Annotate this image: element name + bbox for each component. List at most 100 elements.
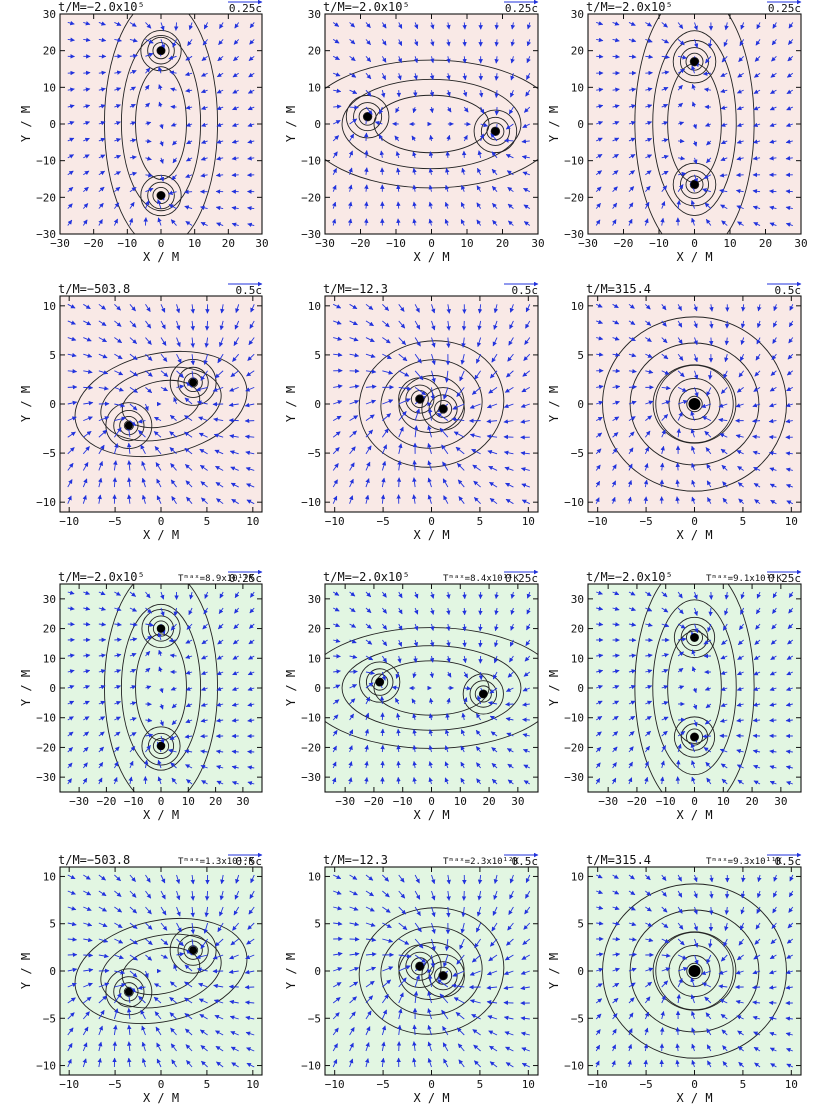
velocity-arrow — [446, 106, 452, 113]
x-tick-label: 10 — [522, 515, 535, 528]
y-tick-label: −30 — [301, 228, 321, 241]
velocity-arrow — [114, 386, 124, 392]
velocity-arrow — [203, 22, 209, 30]
velocity-arrow — [156, 478, 162, 488]
velocity-arrow — [477, 167, 482, 175]
y-tick-label: 10 — [571, 300, 584, 313]
velocity-arrow — [478, 671, 484, 681]
velocity-arrow — [785, 122, 793, 128]
velocity-arrow — [172, 157, 178, 164]
velocity-arrow — [157, 217, 162, 226]
time-label: t/M=−2.0x10⁵ — [58, 0, 145, 14]
velocity-arrow — [83, 320, 92, 326]
bh-contour — [169, 358, 217, 406]
velocity-arrow — [201, 55, 208, 62]
velocity-arrow — [412, 218, 417, 226]
y-tick-label: 20 — [308, 45, 321, 58]
velocity-arrow — [145, 370, 153, 377]
y-tick-label: 30 — [43, 8, 56, 21]
x-tick-label: 0 — [691, 1078, 698, 1091]
velocity-arrow — [98, 202, 104, 209]
velocity-arrow — [349, 39, 356, 45]
velocity-arrow — [129, 201, 135, 209]
velocity-arrow — [661, 170, 669, 176]
velocity-arrow — [219, 22, 224, 29]
velocity-arrow — [771, 55, 777, 62]
velocity-arrow — [83, 186, 89, 193]
black-hole — [189, 378, 198, 387]
y-tick-label: −10 — [301, 712, 321, 725]
velocity-arrow — [171, 495, 177, 504]
velocity-arrow — [510, 22, 516, 30]
x-tick-label: 0 — [691, 237, 698, 250]
bh-contour — [183, 372, 203, 393]
velocity-arrow — [170, 122, 177, 127]
velocity-arrow — [145, 138, 152, 144]
velocity-arrow — [510, 56, 515, 64]
velocity-arrow — [83, 369, 93, 374]
x-axis-label: X / M — [676, 1091, 712, 1105]
velocity-arrow — [737, 221, 744, 226]
velocity-arrow — [67, 320, 76, 325]
velocity-arrow — [137, 419, 146, 424]
velocity-arrow — [333, 653, 341, 659]
velocity-arrow — [160, 39, 166, 50]
velocity-arrow — [127, 477, 132, 488]
velocity-arrow — [397, 73, 402, 81]
velocity-arrow — [247, 139, 255, 144]
velocity-arrow — [736, 156, 744, 161]
velocity-arrow — [249, 22, 255, 29]
y-tick-label: 30 — [308, 8, 321, 21]
velocity-arrow — [395, 106, 400, 114]
y-axis-label: Y / M — [19, 386, 33, 422]
velocity-arrow — [98, 461, 103, 471]
velocity-arrow — [508, 106, 514, 115]
y-axis-label: Y / M — [19, 670, 33, 706]
black-hole — [363, 112, 372, 121]
velocity-arrow — [348, 150, 353, 159]
velocity-arrow — [365, 39, 371, 45]
velocity-arrow — [67, 104, 75, 109]
velocity-scale-label: 0.5c — [775, 284, 802, 297]
velocity-arrow — [154, 446, 162, 455]
velocity-arrow — [595, 186, 602, 193]
velocity-arrow — [510, 39, 515, 47]
velocity-arrow — [144, 403, 149, 411]
velocity-arrow — [428, 201, 433, 209]
velocity-arrow — [381, 73, 386, 81]
velocity-arrow — [645, 38, 653, 43]
velocity-arrows — [67, 20, 255, 228]
velocity-arrow — [176, 353, 182, 364]
velocity-arrow — [145, 156, 152, 161]
x-tick-label: −30 — [578, 237, 598, 250]
velocity-arrow — [129, 38, 138, 43]
velocity-arrow — [596, 21, 604, 26]
y-tick-label: 10 — [308, 300, 321, 313]
y-tick-label: 10 — [43, 300, 56, 313]
velocity-arrow — [157, 66, 163, 74]
velocity-arrow — [788, 22, 794, 29]
velocity-arrow — [753, 106, 761, 111]
x-tick-label: −10 — [386, 237, 406, 250]
velocity-arrow — [185, 157, 193, 162]
velocity-arrow — [414, 22, 419, 30]
velocity-arrow — [770, 72, 777, 78]
velocity-arrow — [201, 122, 208, 127]
velocity-arrow — [232, 89, 239, 94]
y-tick-label: −30 — [36, 228, 56, 241]
bh-contour — [152, 42, 170, 60]
velocity-arrow — [141, 460, 146, 471]
velocity-scale-label: 0.25c — [768, 572, 801, 585]
velocity-arrow — [126, 442, 132, 454]
velocity-arrow — [595, 153, 603, 159]
y-tick-label: −20 — [36, 191, 56, 204]
velocity-arrow — [82, 478, 88, 488]
velocity-arrow — [184, 447, 193, 455]
x-tick-label: −10 — [325, 515, 345, 528]
velocity-arrow — [67, 203, 73, 209]
y-tick-label: 0 — [49, 965, 56, 978]
x-tick-label: 0 — [691, 795, 698, 808]
x-tick-label: −30 — [598, 795, 618, 808]
velocity-arrow — [67, 219, 73, 226]
y-tick-label: 5 — [314, 918, 321, 931]
